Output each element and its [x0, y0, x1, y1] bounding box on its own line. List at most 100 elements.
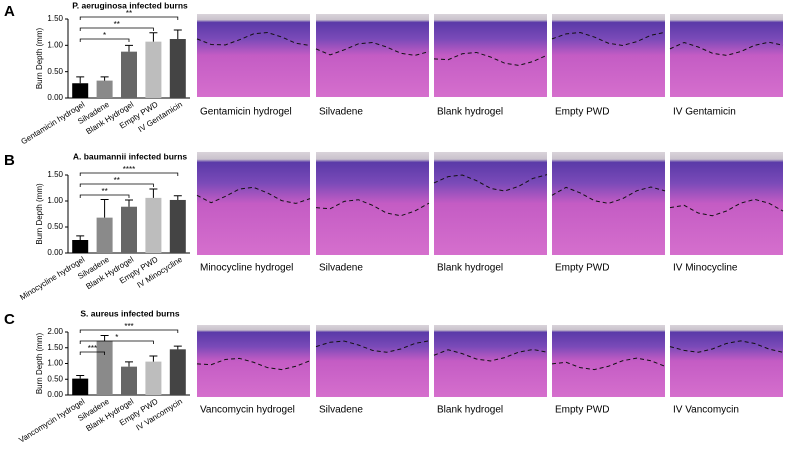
image-caption: Silvadene: [319, 107, 363, 118]
image-caption: Silvadene: [319, 405, 363, 416]
burn-boundary: [669, 340, 784, 353]
error-bar: [125, 199, 133, 207]
error-bar: [149, 32, 158, 42]
y-tick-label: 1.00: [47, 196, 63, 205]
burn-boundary: [196, 357, 311, 371]
bar: [145, 41, 162, 98]
x-tick-label: Vancomycin hydrogel: [17, 397, 86, 445]
error-bar: [173, 345, 182, 350]
chart-title: A. baumannii infected burns: [73, 151, 188, 161]
significance-bracket: [79, 16, 179, 20]
image-caption: Empty PWD: [555, 107, 609, 118]
histology-image: [551, 14, 666, 97]
significance-label: *: [115, 333, 118, 342]
bar: [169, 199, 186, 253]
y-tick-label: 1.50: [47, 170, 63, 179]
bar: [169, 39, 186, 98]
bar: [96, 80, 113, 98]
error-bar: [125, 361, 133, 367]
tissue: [552, 152, 665, 255]
burn-boundary: [433, 51, 548, 66]
image-caption: Gentamicin hydrogel: [200, 107, 292, 118]
image-caption: Blank hydrogel: [437, 405, 503, 416]
error-bar: [76, 76, 85, 84]
histology-image: [196, 325, 311, 397]
burn-boundary: [315, 340, 430, 353]
significance-label: **: [114, 176, 120, 185]
significance-bracket: [79, 329, 179, 333]
tissue: [197, 152, 310, 255]
tissue: [670, 14, 783, 97]
image-caption: Blank hydrogel: [437, 263, 503, 274]
burn-boundary: [669, 198, 784, 217]
panel-label: C: [4, 311, 15, 328]
burn-boundary: [315, 199, 430, 217]
histology-image: [433, 152, 548, 255]
significance-bracket: [79, 38, 130, 42]
burn-boundary: [551, 186, 666, 204]
error-bar: [173, 29, 182, 40]
burn-boundary: [433, 174, 548, 192]
bar: [121, 51, 137, 98]
x-tick-label: Minocycline hydrogel: [18, 255, 86, 302]
significance-bracket: [79, 27, 154, 31]
tissue: [316, 14, 429, 97]
image-caption: Silvadene: [319, 263, 363, 274]
burn-boundary: [551, 31, 666, 46]
histology-image: [315, 152, 430, 255]
burn-boundary: [315, 41, 430, 56]
error-bar: [149, 355, 158, 362]
y-tick-label: 1.00: [47, 359, 63, 368]
significance-label: ***: [88, 344, 97, 353]
bar: [72, 378, 89, 395]
image-caption: Vancomycin hydrogel: [200, 405, 295, 416]
bar: [96, 340, 113, 395]
significance-bracket: [79, 340, 154, 344]
y-tick-label: 1.50: [47, 343, 63, 352]
chart-title: S. aureus infected burns: [80, 308, 179, 318]
y-tick-label: 0.00: [47, 93, 63, 102]
image-caption: Empty PWD: [555, 405, 609, 416]
y-axis-label: Burn Depth (mm): [35, 332, 44, 394]
error-bar: [76, 235, 85, 240]
error-bar: [125, 44, 133, 52]
y-tick-label: 1.50: [47, 14, 63, 23]
error-bar: [100, 76, 109, 81]
bar: [145, 361, 162, 395]
histology-image: [669, 152, 784, 255]
tissue: [670, 325, 783, 397]
histology-image: [433, 14, 548, 97]
bar: [96, 217, 113, 253]
y-tick-label: 2.00: [47, 327, 63, 336]
bar: [121, 206, 137, 253]
chart-title: P. aeruginosa infected burns: [72, 0, 188, 10]
significance-bracket: [79, 351, 105, 355]
y-tick-label: 0.00: [47, 390, 63, 399]
error-bar: [100, 334, 109, 341]
histology-image: [196, 14, 311, 97]
error-bar: [149, 188, 158, 198]
image-caption: IV Gentamicin: [673, 107, 736, 118]
y-tick-label: 0.50: [47, 67, 63, 76]
tissue: [434, 152, 547, 255]
significance-label: ***: [124, 322, 133, 331]
histology-image: [433, 325, 548, 397]
burn-boundary: [551, 357, 666, 371]
histology-image: [315, 14, 430, 97]
significance-label: ****: [123, 165, 135, 174]
x-tick-label: Gentamicin hydrogel: [19, 100, 86, 147]
tissue: [197, 14, 310, 97]
panel-label: A: [4, 3, 15, 20]
bar: [169, 349, 186, 395]
histology-image: [669, 325, 784, 397]
y-axis-label: Burn Depth (mm): [35, 27, 44, 89]
histology-image: [669, 14, 784, 97]
error-bar: [173, 195, 182, 200]
burn-boundary: [196, 32, 311, 46]
image-caption: Empty PWD: [555, 263, 609, 274]
significance-label: *: [103, 31, 106, 40]
tissue: [552, 14, 665, 97]
tissue: [434, 14, 547, 97]
error-bar: [100, 198, 109, 218]
